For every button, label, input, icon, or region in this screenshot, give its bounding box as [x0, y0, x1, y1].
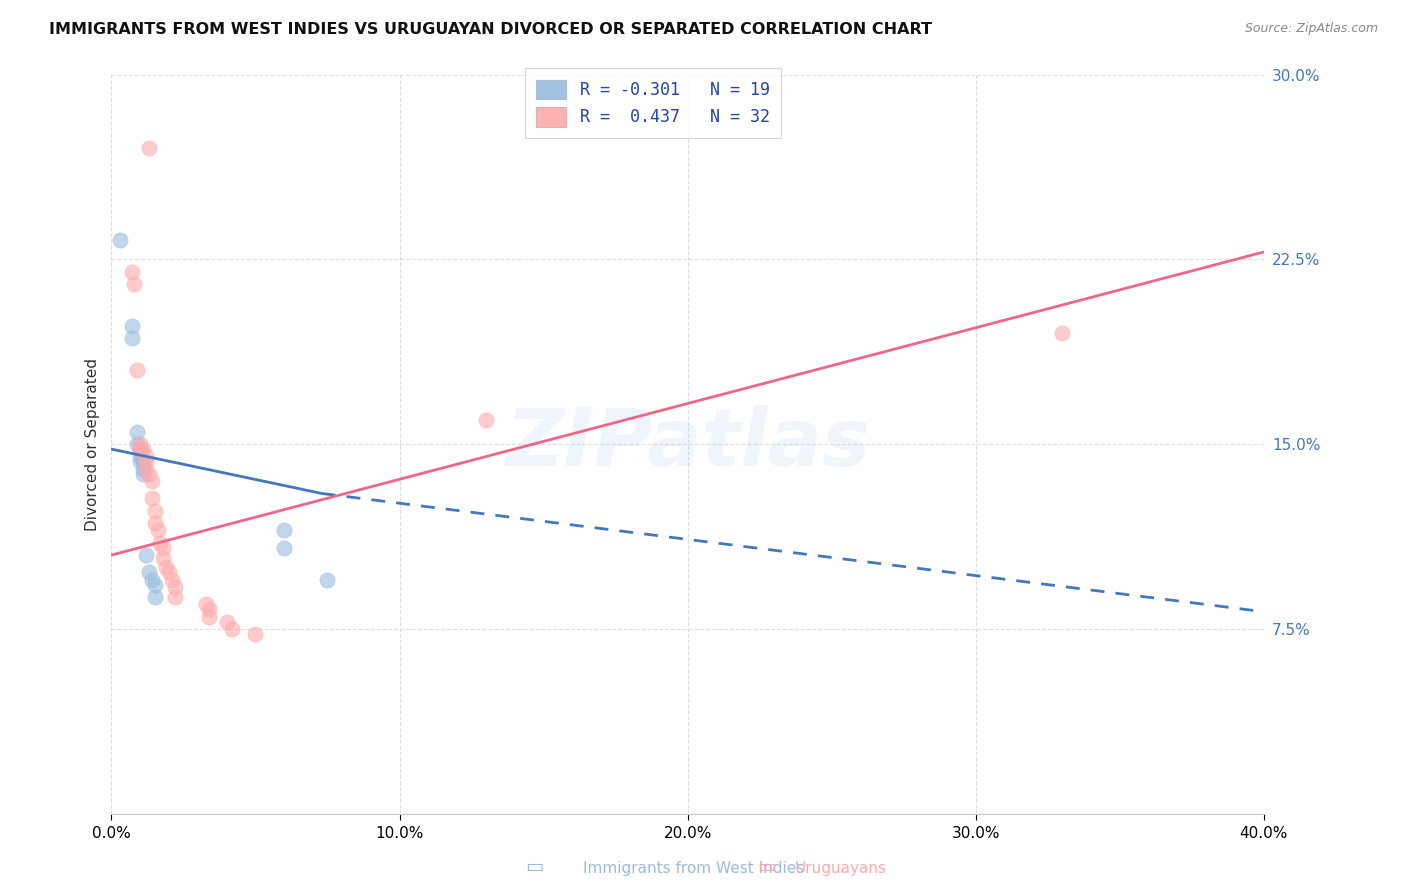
Point — [135, 454, 157, 468]
Point — [138, 141, 160, 155]
Point — [138, 566, 160, 580]
Point — [155, 560, 177, 574]
Point — [124, 277, 146, 291]
Text: IMMIGRANTS FROM WEST INDIES VS URUGUAYAN DIVORCED OR SEPARATED CORRELATION CHART: IMMIGRANTS FROM WEST INDIES VS URUGUAYAN… — [49, 22, 932, 37]
Text: ▭: ▭ — [756, 857, 776, 876]
Point — [152, 550, 174, 565]
Point — [316, 573, 339, 587]
Point — [129, 437, 152, 451]
Point — [143, 504, 166, 518]
Point — [135, 450, 157, 464]
Point — [135, 548, 157, 562]
Point — [143, 590, 166, 604]
Point — [121, 331, 143, 345]
Point — [146, 524, 169, 538]
Point — [143, 516, 166, 530]
Point — [475, 412, 498, 426]
Text: ▭: ▭ — [524, 857, 544, 876]
Point — [198, 609, 221, 624]
Point — [152, 541, 174, 555]
Point — [141, 491, 163, 506]
Point — [129, 450, 152, 464]
Point — [141, 573, 163, 587]
Point — [132, 454, 155, 468]
Point — [195, 598, 218, 612]
Point — [121, 265, 143, 279]
Point — [215, 615, 238, 629]
Point — [129, 442, 152, 456]
Text: Uruguayans: Uruguayans — [794, 861, 886, 876]
Point — [141, 474, 163, 488]
Point — [163, 590, 186, 604]
Point — [132, 462, 155, 476]
Text: ZIPatlas: ZIPatlas — [505, 405, 870, 483]
Point — [121, 318, 143, 333]
Point — [198, 602, 221, 616]
Point — [135, 462, 157, 476]
Point — [108, 233, 131, 247]
Point — [129, 454, 152, 468]
Point — [129, 442, 152, 456]
Point — [127, 363, 149, 377]
Point — [1050, 326, 1073, 341]
Point — [245, 627, 267, 641]
Point — [273, 524, 295, 538]
Point — [132, 467, 155, 481]
Point — [163, 580, 186, 594]
Point — [149, 535, 172, 549]
Point — [132, 442, 155, 456]
Point — [221, 622, 243, 636]
Point — [160, 573, 183, 587]
Legend: R = -0.301   N = 19, R =  0.437   N = 32: R = -0.301 N = 19, R = 0.437 N = 32 — [524, 68, 782, 138]
Point — [157, 566, 180, 580]
Y-axis label: Divorced or Separated: Divorced or Separated — [86, 358, 100, 531]
Point — [127, 437, 149, 451]
Text: Immigrants from West Indies: Immigrants from West Indies — [583, 861, 804, 876]
Point — [143, 577, 166, 591]
Text: Source: ZipAtlas.com: Source: ZipAtlas.com — [1244, 22, 1378, 36]
Point — [127, 425, 149, 439]
Point — [273, 541, 295, 555]
Point — [138, 467, 160, 481]
